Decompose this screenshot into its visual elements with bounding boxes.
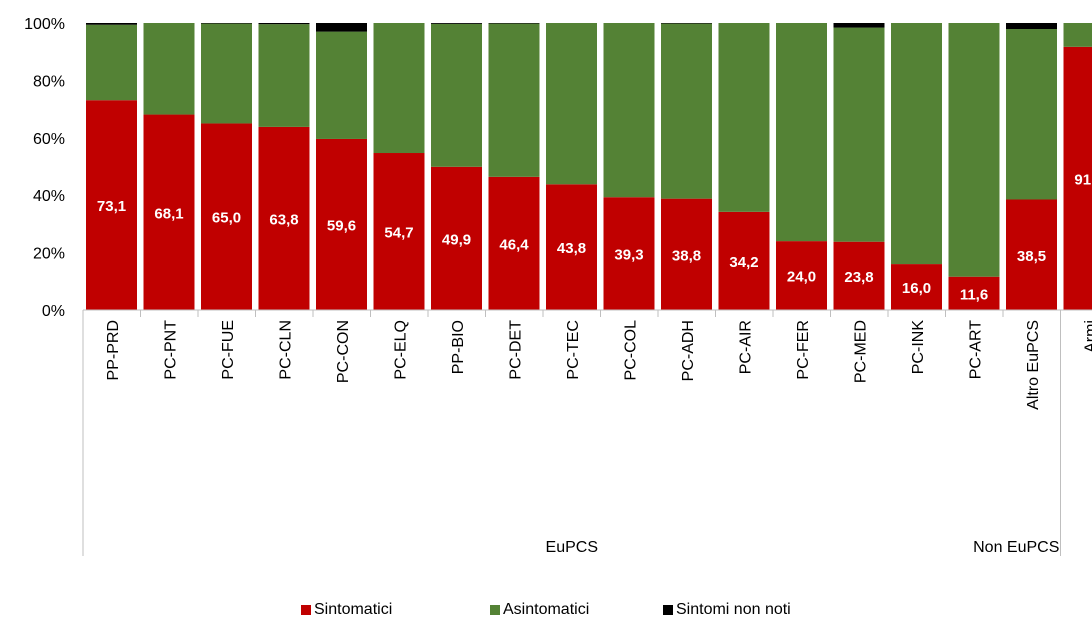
category-label: PC-DET (507, 320, 524, 380)
group-label: Non EuPCS (973, 539, 1059, 556)
legend: Sintomatici Asintomatici Sintomi non not… (0, 598, 1092, 622)
data-label: 63,8 (269, 211, 298, 228)
bar-asintomatici (201, 24, 252, 124)
category-label: PC-COL (622, 320, 639, 381)
bar-asintomatici (489, 24, 540, 177)
category-label: Armi (1082, 320, 1092, 353)
data-label: 24,0 (787, 269, 816, 286)
legend-item-asintomatici: Asintomatici (490, 598, 589, 622)
bar-asintomatici (546, 23, 597, 184)
legend-swatch-sintomi-non-noti (663, 605, 673, 615)
legend-label-asintomatici: Asintomatici (503, 601, 589, 619)
category-label: PC-ADH (680, 320, 697, 381)
bar-asintomatici (891, 23, 942, 264)
data-label: 38,5 (1017, 248, 1046, 265)
legend-label-sintomatici: Sintomatici (314, 601, 392, 619)
bar-asintomatici (719, 23, 770, 212)
bar-sintomi-non-noti (489, 23, 540, 24)
bar-sintomi-non-noti (259, 23, 310, 24)
data-label: 38,8 (672, 247, 701, 264)
data-label: 91,7 (1074, 171, 1092, 188)
bar-asintomatici (259, 24, 310, 127)
bar-asintomatici (316, 32, 367, 139)
group-label: EuPCS (546, 539, 598, 556)
data-label: 68,1 (154, 205, 183, 222)
legend-swatch-asintomatici (490, 605, 500, 615)
data-label: 73,1 (97, 198, 126, 215)
bar-asintomatici (834, 28, 885, 242)
bar-sintomi-non-noti (661, 23, 712, 24)
bar-asintomatici (374, 23, 425, 153)
bar-asintomatici (776, 23, 827, 241)
bar-asintomatici (661, 24, 712, 199)
bar-asintomatici (1006, 29, 1057, 199)
category-label: PC-CON (335, 320, 352, 383)
y-tick-label: 0% (42, 303, 65, 320)
category-label: PC-TEC (565, 320, 582, 380)
data-label: 11,6 (960, 286, 988, 303)
data-label: 34,2 (729, 254, 758, 271)
bar-asintomatici (1064, 23, 1092, 47)
data-label: 39,3 (614, 247, 643, 264)
data-label: 65,0 (212, 210, 241, 227)
legend-item-sintomi-non-noti: Sintomi non noti (663, 598, 791, 622)
y-tick-label: 20% (33, 246, 65, 263)
category-label: PC-PNT (162, 320, 179, 380)
legend-swatch-sintomatici (301, 605, 311, 615)
legend-label-sintomi-non-noti: Sintomi non noti (676, 601, 791, 619)
data-label: 16,0 (902, 280, 931, 297)
bar-sintomi-non-noti (431, 23, 482, 24)
category-label: PC-FER (795, 320, 812, 380)
bar-asintomatici (144, 23, 195, 115)
category-label: Altro EuPCS (1025, 320, 1042, 410)
bar-sintomi-non-noti (834, 23, 885, 28)
bar-sintomi-non-noti (86, 23, 137, 25)
y-tick-label: 60% (33, 131, 65, 148)
bar-asintomatici (431, 24, 482, 167)
legend-item-sintomatici: Sintomatici (301, 598, 392, 622)
y-tick-label: 80% (33, 73, 65, 90)
data-label: 59,6 (327, 217, 356, 234)
y-tick-label: 100% (24, 16, 65, 33)
data-label: 23,8 (844, 269, 873, 286)
bar-sintomi-non-noti (316, 23, 367, 32)
data-label: 54,7 (384, 225, 413, 242)
bar-sintomi-non-noti (201, 23, 252, 24)
y-tick-label: 40% (33, 188, 65, 205)
category-label: PC-CLN (277, 320, 294, 380)
data-label: 46,4 (499, 236, 529, 253)
bar-asintomatici (949, 23, 1000, 277)
category-label: PC-ELQ (392, 320, 409, 380)
bar-asintomatici (86, 25, 137, 100)
data-label: 43,8 (557, 240, 586, 257)
bar-asintomatici (604, 23, 655, 197)
category-label: PC-INK (910, 320, 927, 375)
data-label: 49,9 (442, 231, 471, 248)
category-label: PC-FUE (220, 320, 237, 380)
category-label: PC-ART (967, 320, 984, 379)
category-label: PC-MED (852, 320, 869, 383)
category-label: PC-AIR (737, 320, 754, 374)
bar-sintomi-non-noti (1006, 23, 1057, 29)
category-label: PP-PRD (105, 320, 122, 380)
category-label: PP-BIO (450, 320, 467, 374)
